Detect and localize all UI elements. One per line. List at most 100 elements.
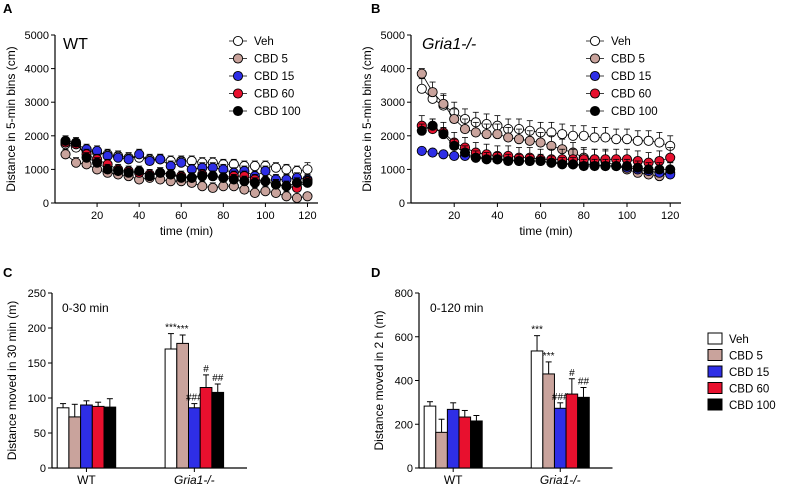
chart-b-point-cbd-5: [427, 87, 438, 98]
chart-a-x-tick-label: 80: [217, 210, 229, 222]
chart-b-point-cbd-100: [535, 155, 546, 167]
chart-d-significance-gria1-cbd-15: ###: [552, 392, 569, 403]
chart-d-legend-label-cbd-15: CBD 15: [729, 367, 769, 379]
chart-b-point-cbd-100: [665, 164, 676, 175]
chart-a-point-cbd-100: [197, 171, 208, 182]
chart-b-point-cbd-5: [438, 98, 449, 109]
chart-a-point-cbd-15: [134, 149, 145, 160]
chart-d-y-tick-label: 800: [395, 288, 413, 300]
chart-a-point-cbd-100: [218, 172, 229, 183]
chart-c-y-axis-title: Distance moved in 30 min (m): [5, 301, 19, 460]
chart-c-significance-gria1-cbd-5: ***: [177, 324, 189, 335]
chart-b-x-tick-label: 40: [491, 210, 503, 222]
chart-b-legend-marker-cbd-5: [589, 53, 601, 64]
chart-d-legend-label-cbd-60: CBD 60: [729, 384, 769, 396]
chart-a-point-cbd-100: [260, 176, 271, 187]
chart-a-point-cbd-5: [260, 186, 271, 197]
chart-a-legend-marker-cbd-60: [232, 88, 244, 99]
chart-a-point-cbd-15: [260, 166, 271, 177]
chart-d-bar-wt-cbd-100: [470, 420, 483, 469]
chart-d-y-tick-label: 600: [395, 332, 413, 344]
chart-c-significance-gria1-cbd-15: ###: [186, 393, 203, 404]
chart-b-legend-label-cbd-15: CBD 15: [611, 71, 651, 83]
chart-b-point-veh: [643, 135, 654, 146]
chart-a-legend-marker-cbd-5: [232, 53, 244, 64]
chart-b-point-cbd-15: [427, 147, 438, 158]
chart-b-point-veh: [632, 135, 643, 146]
chart-a-x-axis-title: time (min): [160, 224, 213, 238]
chart-a-point-cbd-15: [176, 157, 187, 168]
chart-b-point-cbd-100: [546, 157, 557, 168]
chart-a-point-cbd-100: [281, 181, 292, 192]
chart-c-y-tick-label: 200: [28, 323, 46, 335]
chart-a-point-cbd-100: [186, 172, 197, 183]
chart-c-x-tick-label-gria1: Gria1-/-: [174, 473, 215, 487]
chart-b-point-cbd-15: [416, 145, 427, 156]
chart-d-bar-wt-cbd-5: [435, 431, 448, 469]
chart-a-x-tick-label: 120: [298, 210, 316, 222]
chart-d-bar-gria1-veh: [530, 350, 544, 469]
chart-b-point-cbd-5: [535, 137, 546, 148]
chart-a-point-cbd-5: [291, 192, 303, 204]
chart-a-point-veh: [302, 164, 313, 175]
chart-b-point-cbd-100: [600, 160, 611, 172]
chart-a-point-cbd-100: [302, 177, 313, 188]
chart-b-point-cbd-100: [481, 154, 492, 165]
chart-d-0-120-min-bars: 0 200 400 600 800 Distance moved in 2 h (m) WT…: [372, 288, 776, 487]
chart-d-bar-gria1-cbd-15: [553, 407, 567, 469]
chart-d-bar-wt-veh: [423, 405, 437, 469]
panel-c-inset-label: 0-30 min: [62, 301, 109, 315]
chart-b-point-cbd-100: [449, 140, 460, 151]
chart-b-y-tick-label: 5000: [381, 30, 405, 42]
chart-c-bar-wt-cbd-5: [68, 416, 82, 469]
chart-b-x-tick-label: 120: [661, 210, 679, 222]
chart-d-bar-wt-cbd-60: [458, 416, 472, 469]
chart-c-bar-gria1-cbd-60: [199, 387, 213, 469]
chart-d-y-tick-label: 200: [395, 419, 413, 431]
chart-b-point-cbd-5: [459, 124, 471, 135]
chart-d-y-tick-label: 0: [407, 463, 413, 475]
chart-a-point-cbd-100: [291, 177, 303, 188]
chart-b-legend-label-cbd-60: CBD 60: [611, 89, 651, 101]
chart-c-bar-gria1-cbd-5: [176, 342, 190, 469]
chart-d-bar-gria1-cbd-100: [577, 396, 590, 469]
chart-b-point-veh: [600, 132, 611, 143]
chart-b-point-cbd-60: [665, 152, 676, 163]
panel-b-inset-label: Gria1-/-: [422, 36, 476, 53]
chart-b-point-cbd-5: [513, 134, 525, 145]
chart-d-significance-gria1-cbd-5: ***: [543, 351, 555, 362]
chart-a-point-cbd-100: [249, 177, 260, 188]
chart-b-x-axis-title: time (min): [519, 224, 572, 238]
chart-a-legend-label-cbd-100: CBD 100: [254, 106, 301, 118]
chart-b-point-cbd-100: [459, 147, 471, 158]
chart-b-legend-marker-cbd-60: [589, 88, 601, 99]
chart-a-point-cbd-100: [165, 169, 176, 180]
chart-a-point-cbd-100: [134, 166, 145, 177]
chart-a-x-tick-label: 20: [91, 210, 103, 222]
chart-b-point-veh: [589, 132, 600, 143]
chart-a-point-veh: [249, 160, 260, 172]
chart-c-bar-gria1-cbd-100: [211, 391, 225, 469]
chart-b-y-tick-label: 4000: [381, 64, 405, 76]
chart-b-x-tick-label: 100: [618, 210, 636, 222]
chart-b-legend-marker-veh: [589, 35, 601, 47]
chart-a-x-tick-label: 40: [133, 210, 145, 222]
chart-c-bar-wt-cbd-100: [103, 406, 117, 469]
chart-b-point-cbd-5: [503, 132, 514, 143]
chart-a-y-tick-label: 4000: [25, 64, 49, 76]
chart-a-legend-marker-veh: [232, 35, 244, 47]
chart-d-legend-swatch-veh: [707, 332, 723, 345]
chart-b-point-veh: [416, 83, 427, 94]
chart-b-point-cbd-100: [589, 160, 600, 172]
chart-a-point-cbd-100: [239, 176, 250, 187]
chart-a-legend-label-cbd-15: CBD 15: [254, 71, 294, 83]
chart-b-y-tick-label: 3000: [381, 97, 405, 109]
chart-b-legend-marker-cbd-100: [589, 105, 601, 117]
chart-b-point-cbd-15: [438, 149, 449, 160]
chart-b-point-cbd-100: [611, 160, 622, 172]
chart-b-point-cbd-100: [438, 129, 449, 140]
chart-c-bar-wt-cbd-15: [80, 404, 93, 469]
chart-a-point-cbd-15: [155, 154, 166, 165]
chart-c-significance-gria1-cbd-60: #: [203, 364, 209, 375]
